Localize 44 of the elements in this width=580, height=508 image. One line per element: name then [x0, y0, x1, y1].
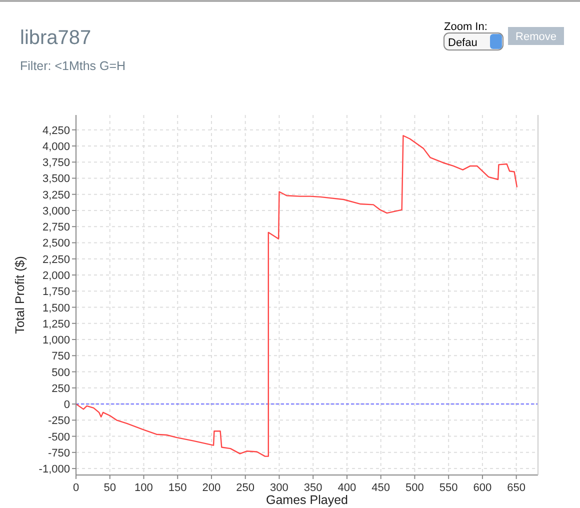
y-tick-label: 1,500: [42, 302, 70, 314]
x-tick-label: 0: [72, 482, 80, 494]
x-tick-label: 400: [338, 482, 356, 494]
x-tick-label: 650: [507, 482, 526, 494]
dropdown-select: Defau: [444, 32, 504, 50]
y-axis-title: Total Profit ($): [13, 256, 27, 334]
y-tick-label: 4,000: [42, 140, 70, 153]
x-tick-label: 550: [439, 482, 458, 494]
x-tick-label: 500: [406, 482, 424, 494]
y-tick-label: 750: [52, 350, 70, 363]
x-tick-label: 250: [236, 482, 255, 494]
x-tick-label: 450: [372, 482, 390, 494]
y-tick-label: -500: [48, 431, 70, 444]
x-tick-label: 50: [104, 482, 116, 494]
y-tick-label: 0: [64, 399, 70, 412]
x-tick-label: 200: [202, 482, 221, 494]
chart-title: libra787: [20, 27, 92, 49]
y-tick-label: -750: [48, 447, 70, 460]
y-tick-label: 3,250: [42, 189, 70, 202]
y-tick-label: 2,250: [42, 254, 70, 266]
y-tick-label: 3,500: [42, 173, 70, 186]
y-tick-label: -250: [48, 415, 70, 428]
y-tick-label: 1,750: [42, 286, 70, 298]
x-tick-label: 300: [270, 482, 288, 494]
y-tick-label: 500: [52, 366, 70, 379]
x-tick-label: 600: [473, 482, 492, 494]
x-tick-label: 350: [304, 482, 322, 494]
chart-subtitle: Filter: <1Mths G=H: [20, 59, 126, 73]
y-tick-label: 2,750: [42, 222, 70, 234]
y-tick-label: 1,250: [42, 318, 70, 330]
y-tick-label: 3,000: [42, 205, 70, 218]
y-tick-label: 250: [52, 382, 70, 395]
y-tick-label: 2,000: [42, 270, 70, 282]
y-tick-label: 1,000: [42, 334, 70, 347]
line-series: [75, 135, 518, 457]
text: Zoom In:: [444, 21, 488, 33]
x-tick-label: 100: [134, 482, 153, 494]
y-tick-label: -1,000: [38, 464, 70, 476]
x-tick-label: 150: [168, 482, 187, 494]
y-tick-label: 2,500: [42, 238, 70, 250]
x-axis-title: Games Played: [266, 493, 348, 507]
y-tick-label: 4,250: [42, 124, 70, 137]
y-tick-label: 3,750: [42, 157, 70, 170]
remove-button: Remove: [508, 27, 564, 45]
